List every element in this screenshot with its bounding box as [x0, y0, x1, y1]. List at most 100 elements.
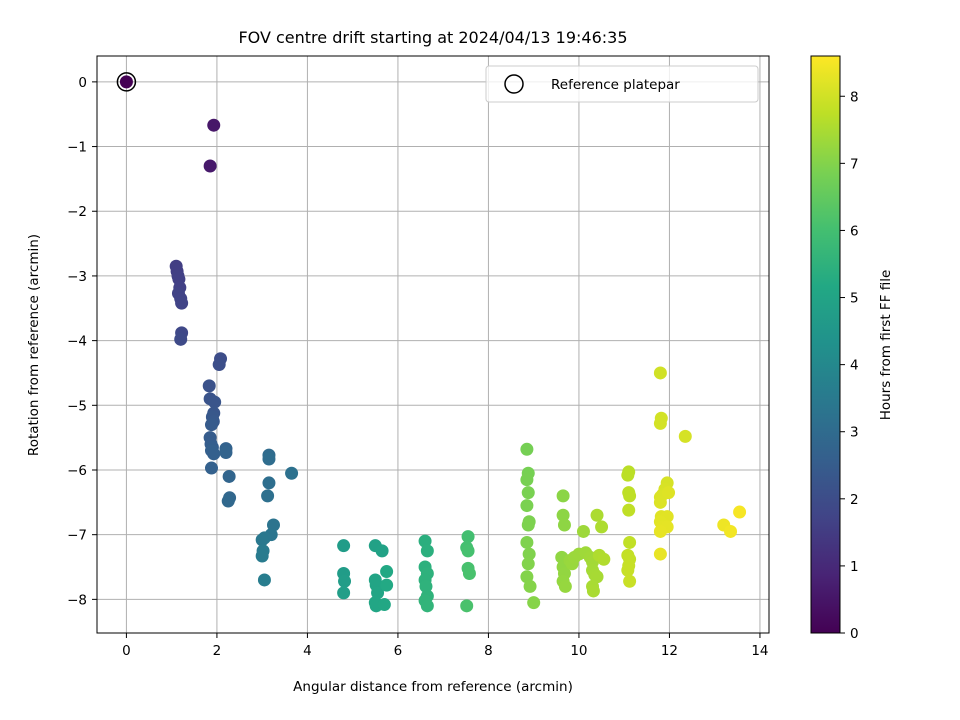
colorbar-label: Hours from first FF file	[878, 270, 894, 421]
data-point	[174, 332, 188, 346]
data-point	[337, 539, 351, 553]
data-point	[462, 566, 476, 580]
colorbar-tick-label: 2	[850, 492, 859, 508]
data-point	[420, 544, 434, 558]
y-axis-ticks: 0 −1 −2 −3 −4 −5 −6 −7 −8	[67, 75, 97, 608]
data-point	[621, 563, 635, 577]
data-point	[621, 468, 635, 482]
y-tick-label: −2	[67, 204, 87, 220]
y-tick-label: −3	[67, 269, 87, 285]
data-point	[662, 486, 676, 500]
colorbar-tick-label: 5	[850, 291, 859, 307]
data-point	[202, 379, 216, 393]
data-point	[590, 508, 604, 522]
y-axis-label: Rotation from reference (arcmin)	[26, 234, 42, 456]
x-tick-label: 0	[122, 643, 131, 659]
data-point	[556, 489, 570, 503]
data-point	[212, 358, 226, 372]
data-point	[678, 429, 692, 443]
data-point	[419, 579, 433, 593]
legend-box	[485, 65, 759, 103]
colorbar-tick-label: 6	[850, 223, 859, 239]
y-tick-label: −8	[67, 592, 87, 608]
y-tick-label: −7	[67, 528, 87, 544]
data-point	[521, 518, 535, 532]
data-point	[418, 534, 432, 548]
data-point	[285, 466, 299, 480]
data-point	[623, 574, 637, 588]
data-point	[222, 469, 236, 483]
y-tick-label: −6	[67, 463, 87, 479]
data-point	[590, 570, 604, 584]
data-point	[375, 544, 389, 558]
data-point	[586, 584, 600, 598]
colorbar-tick-label: 1	[850, 559, 859, 575]
reference-platepar-marker	[116, 72, 137, 92]
x-tick-label: 8	[484, 643, 493, 659]
y-tick-label: −5	[67, 398, 87, 414]
x-tick-label: 14	[751, 643, 768, 659]
colorbar-tick-label: 0	[850, 626, 859, 642]
data-point	[653, 416, 667, 430]
data-point	[733, 505, 747, 519]
data-point	[576, 524, 590, 538]
x-axis-label: Angular distance from reference (arcmin)	[293, 679, 573, 695]
data-point	[207, 447, 221, 461]
y-tick-label: 0	[78, 75, 87, 91]
data-points	[116, 72, 747, 613]
y-tick-label: −4	[67, 334, 87, 350]
legend-entry-label: Reference platepar	[551, 77, 680, 93]
legend-reference-marker	[504, 74, 524, 94]
data-point	[522, 547, 536, 561]
data-point	[119, 75, 133, 89]
data-point	[207, 118, 221, 132]
data-point	[460, 599, 474, 613]
data-point	[461, 544, 475, 558]
data-point	[527, 596, 541, 610]
data-point	[558, 579, 572, 593]
data-point	[653, 524, 667, 538]
legend: Reference platepar	[485, 65, 759, 103]
data-point	[556, 508, 570, 522]
data-point	[557, 518, 571, 532]
data-point	[623, 535, 637, 549]
x-tick-label: 4	[303, 643, 312, 659]
data-point	[337, 586, 351, 600]
data-point	[377, 598, 391, 612]
data-point	[175, 296, 189, 310]
data-point	[521, 557, 535, 571]
data-point	[261, 489, 275, 503]
data-point	[521, 486, 535, 500]
data-point	[653, 547, 667, 561]
data-point	[597, 552, 611, 566]
x-tick-label: 10	[570, 643, 587, 659]
data-point	[371, 586, 385, 600]
data-point	[595, 520, 609, 534]
data-point	[622, 503, 636, 517]
data-point	[204, 418, 218, 432]
x-axis-ticks: 0 2 4 6 8 10 12 14	[122, 633, 769, 659]
data-point	[204, 461, 218, 475]
colorbar-tick-label: 8	[850, 89, 859, 105]
data-point	[203, 159, 217, 173]
colorbar-tick-label: 4	[850, 358, 859, 374]
data-point	[523, 579, 537, 593]
plot-frame	[96, 55, 770, 634]
data-point	[221, 494, 235, 508]
x-tick-label: 2	[213, 643, 222, 659]
data-point	[266, 518, 280, 532]
data-point	[219, 446, 233, 460]
data-point	[724, 524, 738, 538]
colorbar-tick-label: 3	[850, 425, 859, 441]
data-point	[255, 533, 269, 547]
y-tick-label: −1	[67, 140, 87, 156]
data-point	[338, 574, 352, 588]
data-point	[262, 476, 276, 490]
data-point	[520, 442, 534, 456]
colorbar-ticks: 0 1 2 3 4 5 6 7 8	[840, 89, 859, 642]
x-tick-label: 12	[661, 643, 678, 659]
chart-title: FOV centre drift starting at 2024/04/13 …	[238, 28, 627, 47]
data-point	[255, 549, 269, 563]
x-tick-label: 6	[394, 643, 403, 659]
